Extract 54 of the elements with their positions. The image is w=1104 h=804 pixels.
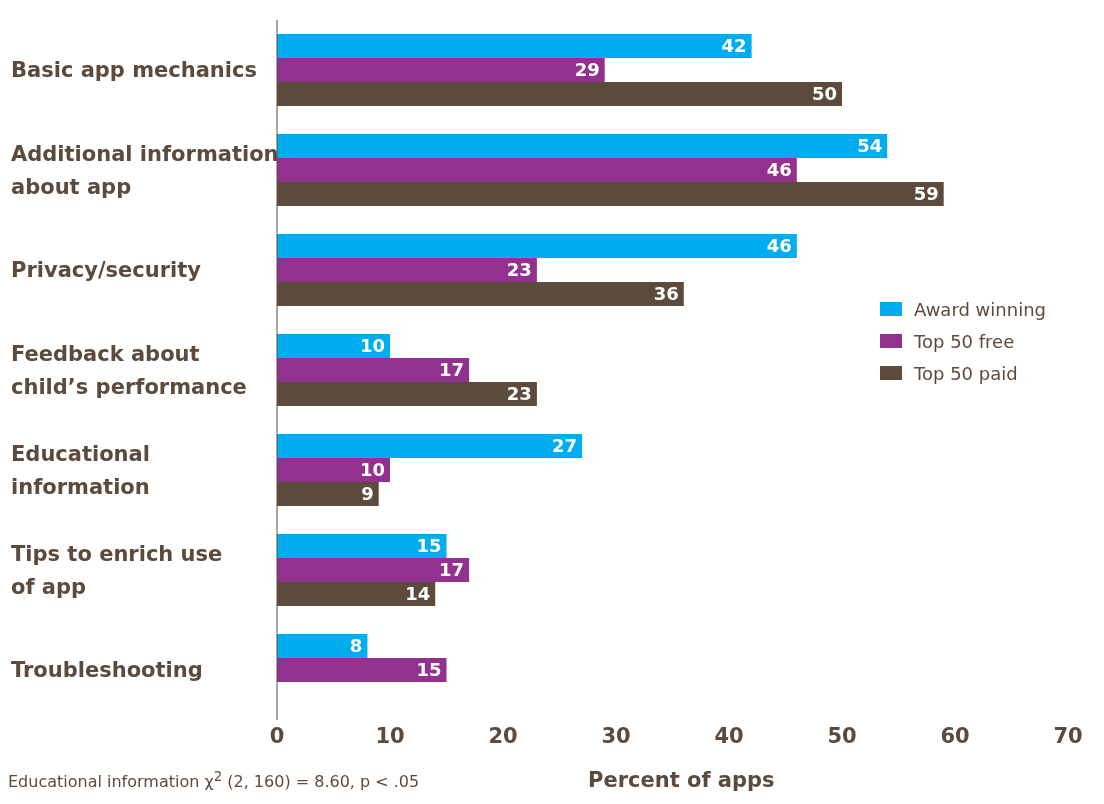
data-label: 46 [766,235,792,257]
y-tick-label: Feedback about child’s performance [11,341,247,399]
text: Educational information χ$^{2}$ (2, 160) = 8.60, p < .05 [8,768,421,791]
bar [277,434,583,458]
x-tick-label: 40 [714,723,744,748]
data-label: 15 [416,659,442,681]
x-axis-title: Percent of apps [588,768,775,792]
data-label: 54 [857,135,883,157]
bar [277,634,368,658]
bar [277,334,390,358]
legend-label: Top 50 free [913,329,1016,354]
y-tick-label: Privacy/security [11,258,202,282]
legend-label: Award winning [913,297,1046,322]
data-label: 10 [359,459,385,481]
bar [277,234,797,258]
data-label: 50 [811,83,837,105]
data-label: 29 [574,59,600,81]
y-tick-label: Tips to enrich use of app [11,541,223,599]
y-tick-label: Troubleshooting [11,658,203,682]
data-label: 9 [361,483,374,505]
bar [277,34,752,58]
bar [277,558,470,582]
data-label: 59 [913,183,939,205]
y-tick-label: Additional information about app [11,141,279,199]
data-label: 15 [416,535,442,557]
data-label: 17 [439,559,465,581]
bar [277,534,447,558]
x-tick-label: 60 [940,723,970,748]
bar [277,258,537,282]
data-label: 10 [359,335,385,357]
x-tick-label: 10 [375,723,405,748]
x-tick-label: 20 [488,723,518,748]
legend-label: Top 50 paid [913,361,1019,386]
x-tick-label: 50 [827,723,857,748]
data-label: 36 [653,283,679,305]
data-label: 17 [439,359,465,381]
bar [277,458,390,482]
y-tick-label: Basic app mechanics [11,58,257,82]
data-label: 42 [721,35,747,57]
data-label: 23 [506,383,532,405]
x-tick-label: 70 [1053,723,1083,748]
data-label: 23 [506,259,532,281]
data-label: 8 [349,635,363,657]
data-label: 14 [405,583,431,605]
bar [277,58,605,82]
bar [277,358,470,382]
x-tick-label: 0 [269,723,285,748]
bar [277,658,447,682]
bar [277,134,888,158]
y-tick-label: Educational information [11,441,150,499]
bar [277,158,797,182]
data-label: 46 [766,159,792,181]
x-tick-label: 30 [601,723,631,748]
data-label: 27 [552,435,578,457]
